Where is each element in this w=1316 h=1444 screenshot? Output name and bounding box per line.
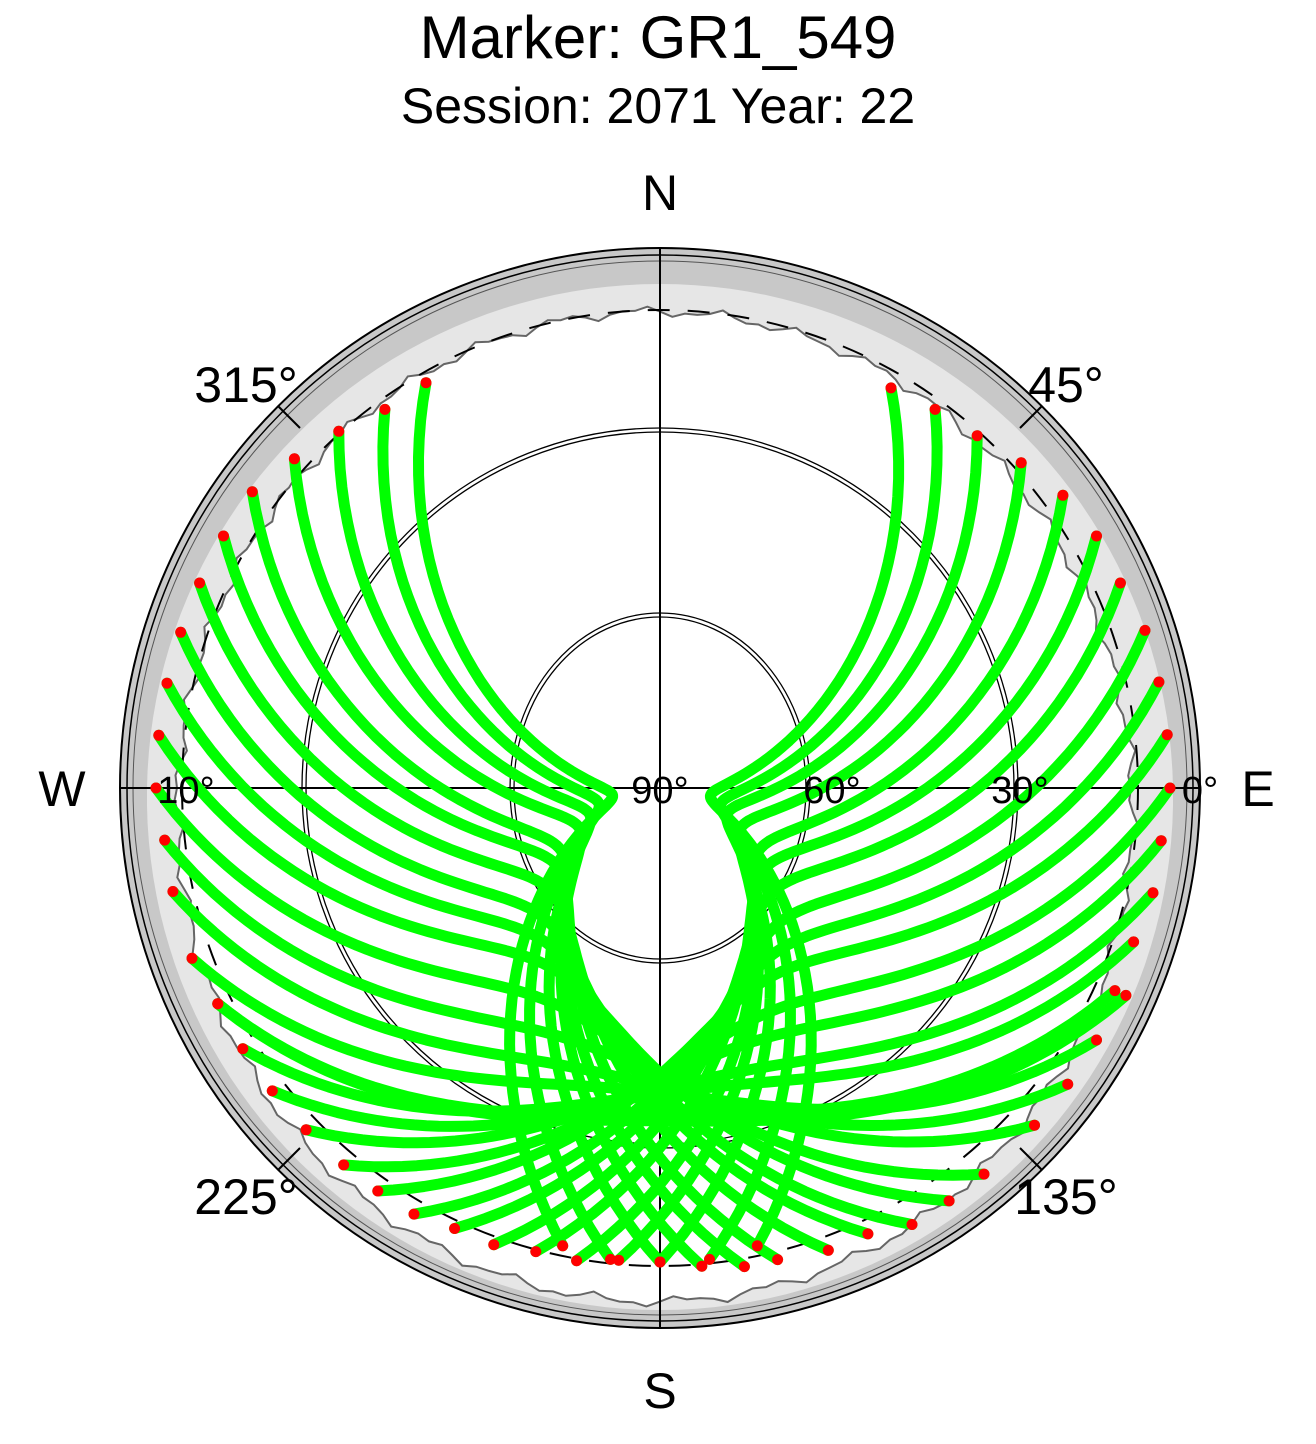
tick-135 (1019, 1147, 1043, 1171)
track-start-point (167, 886, 179, 897)
track-start-point (186, 952, 198, 964)
compass-east: E (1241, 761, 1274, 817)
track-start-point (333, 425, 345, 437)
track-end-point (751, 1240, 763, 1252)
track-end-point (338, 1159, 350, 1171)
track-end-point (704, 1253, 715, 1265)
satellite-track (338, 782, 1176, 1173)
satellite-track (150, 782, 990, 1181)
track-start-point (1155, 835, 1167, 847)
elevation-label-0: 0° (1182, 770, 1218, 812)
azimuth-label-45: 45° (1028, 357, 1104, 413)
satellite-track (408, 676, 1165, 1220)
tick-45 (1019, 405, 1043, 429)
track-start-point (150, 782, 162, 794)
track-end-point (978, 1168, 990, 1180)
chart-title: Marker: GR1_549 (419, 4, 897, 71)
satellite-track (212, 985, 1121, 1121)
track-start-point (929, 403, 941, 415)
azimuth-label-135: 135° (1014, 1169, 1117, 1225)
satellite-track (488, 577, 1126, 1251)
track-start-point (161, 677, 173, 689)
satellite-track (613, 457, 1027, 1266)
track-end-point (1091, 1034, 1102, 1046)
track-start-point (246, 486, 258, 498)
elevation-label-60: 60° (803, 770, 860, 812)
track-start-point (1164, 782, 1176, 794)
track-start-point (420, 377, 432, 389)
track-end-point (557, 1240, 569, 1252)
track-end-point (1029, 1119, 1040, 1131)
track-start-point (885, 382, 897, 394)
track-start-point (1139, 624, 1151, 636)
track-start-point (971, 430, 983, 442)
track-end-point (571, 1255, 583, 1267)
track-end-point (266, 1085, 278, 1097)
satellite-track (237, 936, 1140, 1117)
track-start-point (1109, 985, 1121, 997)
satellite-track (246, 486, 750, 1273)
compass-north: N (642, 165, 678, 221)
track-start-point (153, 729, 165, 741)
track-start-point (288, 453, 300, 465)
satellite-track (372, 729, 1173, 1197)
track-end-point (654, 1256, 666, 1268)
track-start-point (1114, 577, 1126, 589)
track-start-point (1015, 457, 1027, 469)
track-end-point (738, 1261, 750, 1273)
elevation-label-30: 30° (991, 770, 1048, 812)
track-end-point (862, 1228, 874, 1240)
azimuth-label-315: 315° (194, 357, 297, 413)
tick-225 (277, 1147, 301, 1171)
track-start-point (1161, 729, 1173, 741)
track-end-point (300, 1124, 312, 1136)
track-end-point (530, 1246, 542, 1258)
track-end-point (943, 1195, 955, 1207)
track-start-point (194, 577, 206, 589)
satellite-track (704, 403, 943, 1265)
track-end-point (822, 1244, 834, 1256)
satellite-tracks (150, 377, 1176, 1273)
track-end-point (1120, 989, 1132, 1001)
track-start-point (1153, 676, 1165, 688)
track-end-point (212, 998, 224, 1010)
track-endpoints (150, 377, 1176, 1273)
satellite-track (266, 887, 1159, 1132)
satellite-track (161, 677, 918, 1230)
track-end-point (408, 1208, 420, 1220)
track-start-point (379, 403, 391, 415)
track-start-point (218, 530, 229, 542)
track-start-point (175, 626, 187, 638)
tick-315 (277, 405, 301, 429)
track-start-point (1147, 887, 1159, 899)
track-end-point (372, 1185, 384, 1197)
satellite-track (300, 835, 1167, 1149)
track-start-point (1091, 530, 1102, 542)
track-end-point (605, 1253, 616, 1265)
track-end-point (613, 1254, 625, 1266)
satellite-track (288, 453, 708, 1272)
satellite-track (167, 886, 1074, 1131)
track-end-point (696, 1260, 708, 1272)
satellite-track (413, 377, 619, 1252)
diagonal-ticks (277, 405, 1043, 1171)
track-start-point (1057, 489, 1069, 501)
track-end-point (906, 1219, 918, 1230)
compass-south: S (643, 1363, 676, 1419)
track-end-point (449, 1223, 461, 1234)
azimuth-label-225: 225° (194, 1169, 297, 1225)
track-end-point (1062, 1078, 1074, 1090)
chart-subtitle: Session: 2071 Year: 22 (400, 78, 916, 134)
track-start-point (159, 834, 171, 846)
compass-west: W (38, 761, 86, 817)
satellite-track (159, 834, 1040, 1148)
track-end-point (488, 1239, 500, 1251)
track-start-point (1128, 936, 1140, 948)
elevation-label-10: 10° (157, 770, 214, 812)
track-end-point (772, 1254, 784, 1266)
elevation-label-90: 90° (631, 770, 688, 812)
track-end-point (237, 1043, 249, 1055)
